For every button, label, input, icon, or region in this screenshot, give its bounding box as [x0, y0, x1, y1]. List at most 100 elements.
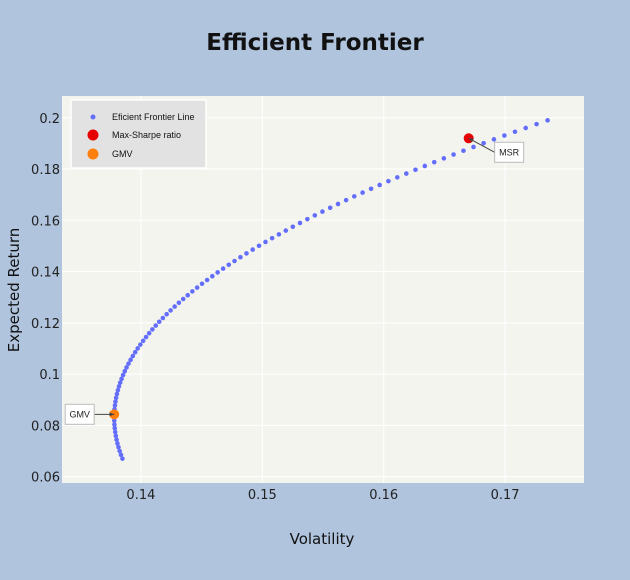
frontier-point: [168, 308, 173, 313]
frontier-point: [404, 171, 409, 176]
frontier-point: [351, 194, 357, 199]
frontier-point: [204, 277, 210, 283]
frontier-point: [126, 361, 131, 366]
frontier-point: [113, 395, 119, 401]
frontier-point: [118, 452, 124, 458]
frontier-point: [112, 429, 118, 435]
y-tick-label: 0.2: [39, 112, 60, 127]
frontier-point: [451, 152, 456, 157]
frontier-point: [471, 144, 476, 150]
frontier-point: [305, 216, 310, 222]
frontier-point: [491, 137, 497, 142]
frontier-point: [220, 266, 226, 271]
x-axis-title: Volatility: [290, 530, 355, 548]
frontier-point: [210, 273, 215, 279]
frontier-point: [124, 365, 129, 370]
annotation-label: MSR: [499, 147, 520, 157]
frontier-point: [422, 163, 428, 169]
frontier-point: [190, 289, 195, 294]
frontier-point: [441, 156, 447, 161]
frontier-point: [250, 247, 255, 252]
frontier-point: [113, 433, 119, 439]
frontier-point: [283, 228, 289, 233]
frontier-point: [290, 224, 296, 230]
annotation-box: [494, 141, 525, 163]
frontier-point: [132, 349, 138, 355]
frontier-point: [269, 235, 275, 241]
frontier-point: [135, 346, 140, 351]
frontier-point: [116, 444, 121, 450]
y-tick-label: 0.06: [31, 471, 60, 486]
frontier-point: [114, 437, 119, 442]
frontier-point: [394, 175, 400, 180]
frontier-point: [232, 258, 237, 264]
frontier-point: [120, 456, 125, 461]
frontier-point: [502, 133, 507, 138]
y-tick-label: 0.1: [39, 368, 60, 383]
frontier-point: [114, 391, 120, 397]
frontier-point: [119, 376, 124, 382]
frontier-point: [164, 311, 169, 317]
frontier-point: [297, 220, 303, 226]
x-tick-label: 0.17: [491, 488, 520, 503]
frontier-point: [481, 140, 486, 146]
frontier-point: [413, 167, 418, 173]
legend-label-gmv: GMV: [112, 149, 133, 159]
frontier-point: [199, 281, 205, 287]
frontier-point: [128, 357, 133, 363]
frontier-point: [327, 205, 333, 211]
y-tick-label: 0.08: [31, 419, 60, 434]
frontier-point: [226, 262, 232, 268]
x-tick-label: 0.16: [369, 488, 398, 503]
frontier-point: [120, 372, 126, 378]
frontier-point: [534, 121, 539, 127]
frontier-point: [335, 201, 341, 207]
frontier-point: [343, 197, 349, 203]
frontier-point: [180, 296, 186, 302]
frontier-point: [545, 118, 550, 123]
frontier-point: [116, 384, 122, 389]
legend-marker-msr: [87, 129, 99, 141]
annotation-arrow: [468, 137, 495, 153]
frontier-point: [130, 353, 136, 359]
annotation-label: GMV: [69, 409, 90, 419]
frontier-point: [112, 425, 118, 431]
frontier-point: [140, 338, 146, 344]
grid-lines: [62, 96, 584, 483]
frontier-point: [523, 125, 529, 131]
frontier-point: [276, 232, 282, 237]
frontier-point: [112, 422, 117, 427]
annotation-arrowhead: [109, 412, 115, 417]
frontier-point: [360, 190, 365, 195]
frontier-point: [215, 270, 220, 275]
frontier-point: [160, 315, 166, 321]
frontier-point: [122, 368, 128, 374]
frontier-point: [194, 285, 200, 290]
frontier-point: [431, 159, 437, 165]
y-tick-label: 0.14: [31, 266, 60, 281]
frontier-point: [320, 209, 325, 214]
annotations: MSR GMV: [64, 137, 525, 425]
frontier-point: [172, 304, 177, 309]
x-tick-label: 0.14: [126, 488, 155, 503]
frontier-point: [115, 387, 121, 393]
frontier-point: [185, 292, 191, 298]
frontier-point: [386, 178, 391, 184]
x-tick-label: 0.15: [248, 488, 277, 503]
legend-label-frontier: Eficient Frontier Line: [112, 112, 195, 122]
annotation-box: [64, 403, 95, 425]
frontier-point: [377, 182, 382, 188]
frontier-point: [156, 319, 162, 325]
y-tick-label: 0.12: [31, 317, 60, 332]
frontier-point: [117, 380, 123, 385]
frontier-point: [238, 254, 243, 260]
frontier-point: [153, 323, 159, 328]
y-tick-label: 0.16: [31, 214, 60, 229]
frontier-point: [113, 399, 118, 404]
frontier-point: [112, 403, 118, 408]
frontier-point: [263, 239, 268, 245]
frontier-point: [244, 251, 249, 256]
frontier-point: [512, 129, 518, 135]
